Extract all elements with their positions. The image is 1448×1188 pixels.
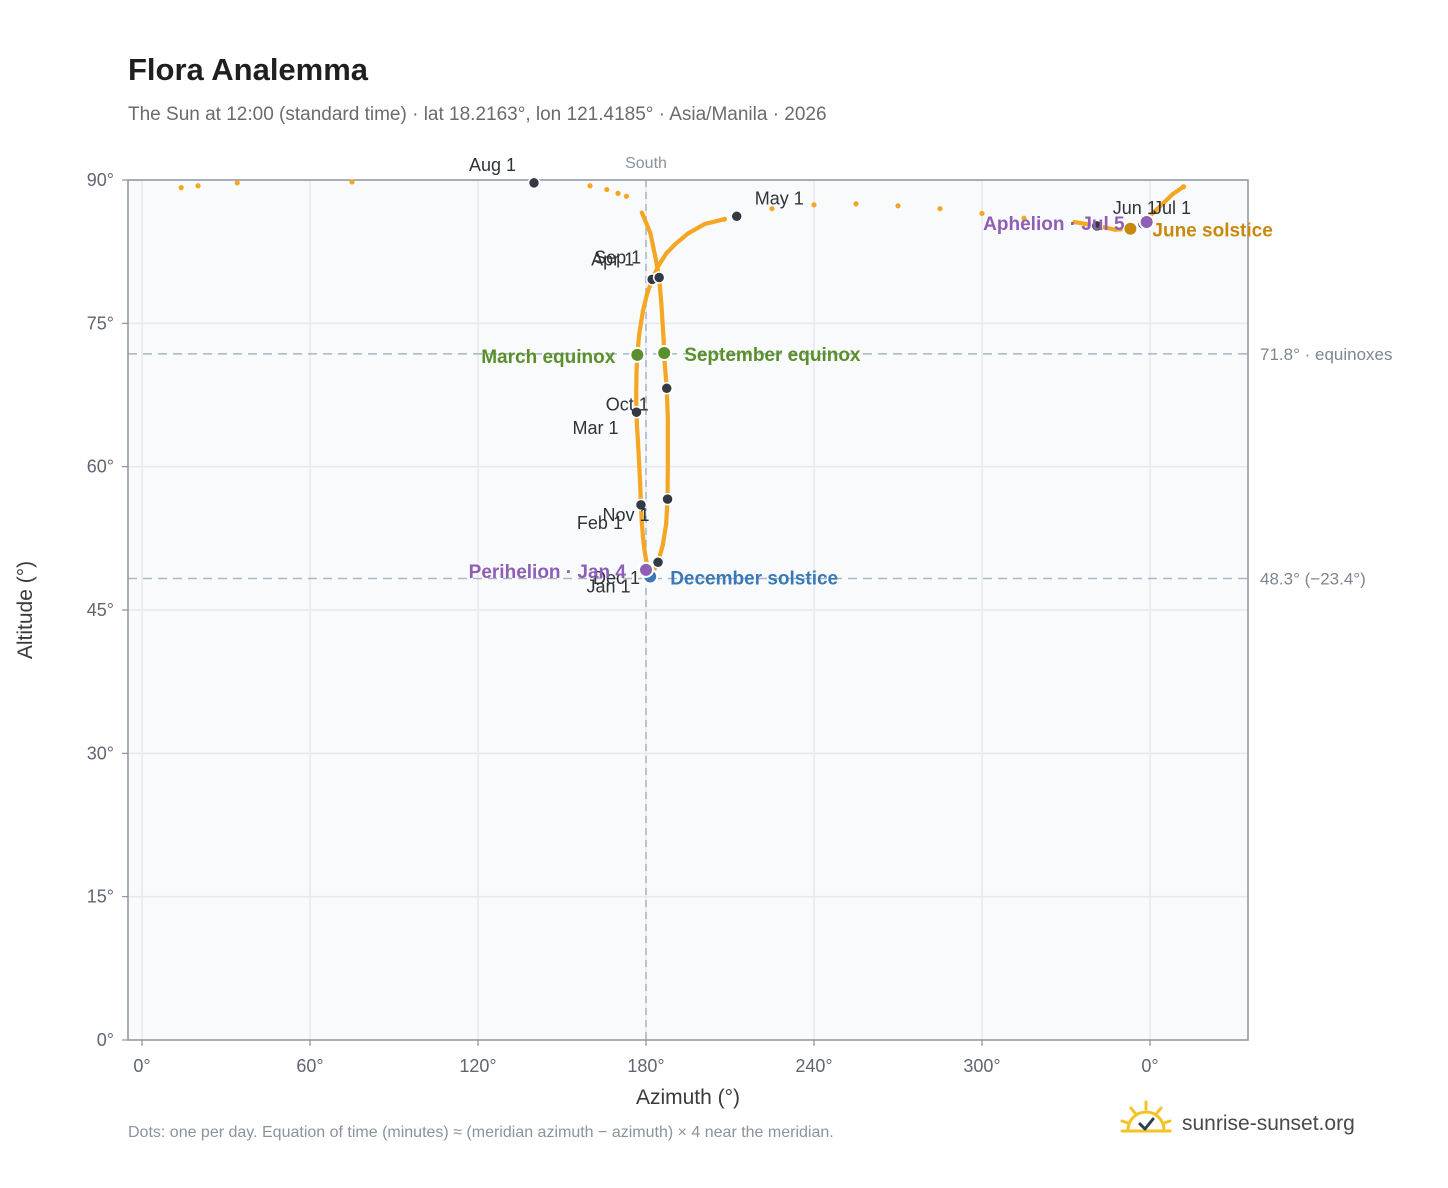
path-segment [640,291,650,314]
x-axis-label: Azimuth (°) [636,1086,740,1109]
path-segment [1153,192,1175,213]
month-label: Jun 1 [1113,198,1157,218]
path-segment [656,251,669,269]
path-dot [769,206,775,212]
month-label: Dec 1 [593,568,640,588]
path-segment [664,241,678,256]
x-tick-label: 0° [1141,1056,1158,1076]
month-marker [651,555,665,569]
month-marker [527,176,541,190]
path-segment [702,217,727,227]
path-dot [234,180,240,186]
special-point-equinox [656,344,673,361]
path-segment [639,210,653,235]
grid-lines [128,180,1248,1040]
special-point-apsis [638,561,654,578]
y-tick-label: 15° [87,887,114,907]
special-points: March equinox September equinox June solst… [469,214,1273,590]
month-label: Jul 1 [1153,198,1191,218]
path-dot [895,203,901,209]
path-dot [853,201,859,207]
x-axis-ticks: 0° 60° 120° 180° 240° 300° 0° [133,1040,1159,1076]
month-label: Jan 1 [586,576,630,596]
y-tick-label: 60° [87,457,114,477]
path-dot [623,193,630,199]
month-label: Aug 1 [469,155,516,175]
path-dot [349,179,355,185]
month-label: Mar 1 [572,418,618,438]
path-dot [587,183,593,189]
meridian-label: South [625,155,667,172]
path-dot [937,206,943,212]
y-tick-label: 45° [87,600,114,620]
path-segment [685,221,707,236]
reference-lines: South 71.8° · equinoxes 48.3° (−23.4°) [128,155,1393,1040]
month-label: Oct 1 [606,394,649,414]
path-segment [639,519,646,539]
x-tick-label: 120° [459,1056,496,1076]
month-marker [652,271,666,284]
x-tick-label: 60° [296,1056,323,1076]
reference-line-label: 48.3° (−23.4°) [1260,569,1366,588]
y-tick-label: 0° [97,1030,114,1050]
x-tick-label: 240° [795,1056,832,1076]
y-axis-ticks: 0° 15° 30° 45° 60° 75° 90° [87,170,128,1050]
special-point-label: Aphelion · Jul 5 [983,214,1125,235]
reference-line-label: 71.8° · equinoxes [1260,345,1393,364]
special-point-label: March equinox [481,347,616,368]
month-marker [661,492,674,506]
special-point-equinox [629,346,646,363]
month-marker [730,210,743,223]
path-dot [604,186,610,193]
month-label: Sep 1 [594,247,641,267]
path-dot [615,190,621,196]
path-dot [979,210,985,217]
path-dot [178,185,184,191]
path-segment [635,437,642,464]
y-tick-label: 75° [87,313,114,333]
path-dot [721,216,728,222]
path-segment [673,231,691,247]
path-dot [811,202,817,208]
special-point-apsis [1138,214,1155,231]
special-point-label: June solstice [1152,221,1272,242]
month-marker [630,405,643,419]
x-tick-label: 0° [133,1056,150,1076]
month-label: Feb 1 [577,513,623,533]
path-segment [636,458,643,486]
x-tick-label: 180° [627,1056,664,1076]
special-point-label: Perihelion · Jan 4 [469,562,627,583]
special-point-label: December solstice [670,569,838,590]
path-segment [659,302,666,342]
chart-title: Flora Analemma [128,52,369,87]
brand-name: sunrise-sunset.org [1182,1112,1355,1135]
sun-check-icon [1120,1100,1172,1149]
path-segment [648,230,658,259]
special-point-june_solstice [1122,220,1139,237]
month-label: May 1 [755,188,804,208]
chart-subtitle: The Sun at 12:00 (standard time) · lat 1… [128,104,827,125]
month-marker [660,382,673,395]
month-marker [1090,219,1104,233]
path-segment [660,521,669,548]
x-tick-label: 300° [963,1056,1000,1076]
path-dot [1021,215,1027,221]
path-segment [637,308,646,336]
special-point-label: September equinox [684,345,861,366]
month-label: Apr 1 [591,249,634,269]
brand[interactable]: sunrise-sunset.org [1120,1100,1355,1148]
footnote: Dots: one per day. Equation of time (min… [128,1124,834,1141]
path-dot [1181,184,1187,190]
y-axis-label: Altitude (°) [14,561,37,659]
month-marker [634,498,648,512]
y-tick-label: 30° [87,743,114,763]
y-tick-label: 90° [87,170,114,190]
path-dot [195,183,201,189]
month-label: Nov 1 [603,505,650,525]
